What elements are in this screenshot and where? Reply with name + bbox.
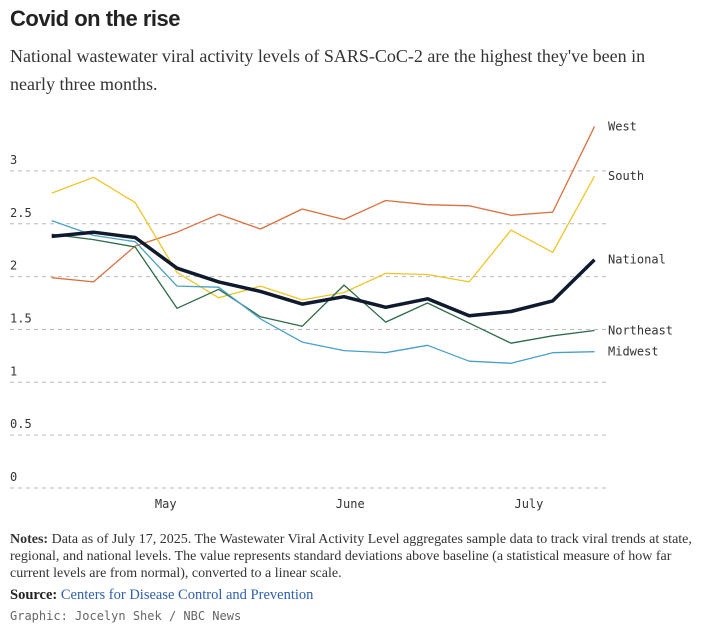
notes-label: Notes: [10, 532, 49, 547]
source-label: Source: [10, 587, 58, 603]
series-label: National [608, 253, 666, 267]
series-line [51, 126, 596, 283]
source-link[interactable]: Centers for Disease Control and Preventi… [60, 587, 314, 603]
y-tick-label: 1 [10, 364, 17, 378]
y-tick-label: 0.5 [10, 417, 32, 431]
y-tick-label: 3 [10, 153, 17, 167]
source: Source: Centers for Disease Control and … [10, 587, 313, 604]
series-line [51, 175, 596, 301]
x-tick-label: June [336, 497, 365, 511]
y-tick-label: 0 [10, 470, 17, 484]
x-tick-label: May [155, 497, 177, 511]
series-line [51, 230, 596, 318]
y-tick-label: 1.5 [10, 311, 32, 325]
notes-text: Data as of July 17, 2025. The Wastewater… [10, 532, 692, 581]
x-tick-label: July [514, 497, 543, 511]
series-label: Northeast [608, 324, 673, 338]
notes: Notes: Data as of July 17, 2025. The Was… [10, 531, 700, 582]
series-line [51, 219, 595, 364]
y-tick-label: 2.5 [10, 206, 32, 220]
series-label: Midwest [608, 345, 659, 359]
series-label: West [608, 120, 637, 134]
credit: Graphic: Jocelyn Shek / NBC News [10, 609, 242, 623]
series-label: South [608, 169, 644, 183]
series-line [51, 233, 595, 344]
title: Covid on the rise [10, 6, 180, 31]
chart: 0 0.5 1 1.5 2 2.5 3 May June July West South Northea… [10, 120, 673, 511]
subtitle: National wastewater viral activity level… [10, 46, 646, 94]
y-tick-label: 2 [10, 259, 17, 273]
